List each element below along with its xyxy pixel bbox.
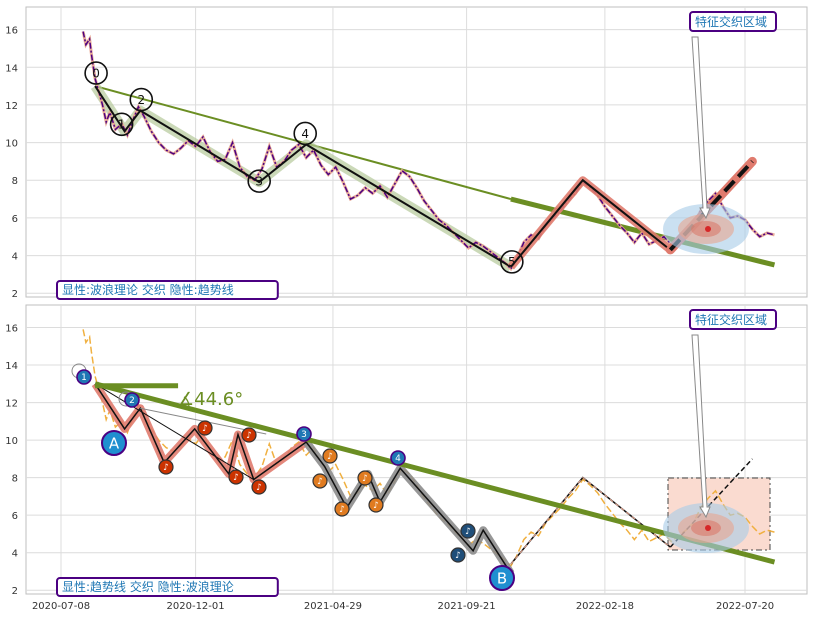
wave-marker-A-text: A — [109, 434, 120, 452]
x-tick-label: 2022-02-18 — [576, 601, 634, 612]
wave-label-4-text: 4 — [301, 127, 309, 141]
y-tick-label: 16 — [5, 26, 18, 37]
wave-line — [94, 85, 512, 268]
note-marker-2-circle — [228, 469, 244, 485]
note-marker-10-circle — [450, 547, 466, 563]
angle-label: ∡44.6° — [178, 389, 243, 410]
note-marker-9-circle — [368, 497, 384, 513]
wave-marker-B-text: B — [497, 569, 507, 587]
note-marker-7-text: ♪ — [339, 505, 345, 515]
note-marker-8-text: ♪ — [362, 474, 368, 484]
y-tick-label: 12 — [5, 101, 18, 112]
y-tick-label: 6 — [12, 511, 18, 522]
note-marker-10-text: ♪ — [455, 551, 461, 561]
wave-label-0-circle — [84, 61, 108, 85]
wave-marker-B-circle — [489, 565, 515, 591]
y-tick-label: 2 — [12, 289, 18, 300]
top-label-box-box — [56, 280, 279, 300]
note-marker-0-circle — [158, 459, 174, 475]
top-label-box: 显性:波浪理论 交织 隐性:趋势线 — [62, 282, 234, 297]
callout-box — [689, 309, 777, 330]
note-marker-1-circle — [197, 420, 213, 436]
x-tick-label: 2020-07-08 — [32, 601, 90, 612]
wave-marker-3-text: 3 — [301, 430, 307, 440]
main-trend-line — [94, 381, 776, 565]
wave-label-0-text: 0 — [92, 66, 100, 80]
wave-marker-4-circle — [390, 450, 406, 466]
wave-label-2-circle — [129, 87, 154, 112]
y-tick-label: 4 — [12, 252, 18, 263]
wave-label-3-circle — [247, 169, 271, 193]
note-marker-9-text: ♪ — [373, 501, 379, 511]
y-tick-label: 10 — [5, 436, 18, 447]
note-marker-0-text: ♪ — [163, 463, 169, 473]
x-tick-label: 2021-04-29 — [304, 601, 362, 612]
y-tick-label: 8 — [12, 176, 18, 187]
y-tick-label: 2 — [12, 586, 18, 597]
bottom-label-box: 显性:趋势线 交织 隐性:波浪理论 — [62, 579, 234, 594]
wave-marker-3-circle — [296, 426, 312, 442]
note-marker-7-circle — [334, 501, 350, 517]
note-marker-11-text: ♪ — [465, 527, 471, 537]
hotspot-center — [705, 525, 711, 531]
note-marker-6-text: ♪ — [317, 477, 323, 487]
wave-marker-1-circle — [76, 369, 92, 385]
callout-arrow — [691, 36, 711, 220]
note-marker-6-circle — [312, 473, 328, 489]
wave-extension-line — [510, 178, 671, 268]
y-tick-label: 12 — [5, 399, 18, 410]
y-tick-label: 6 — [12, 214, 18, 225]
x-tick-label: 2021-09-21 — [438, 601, 496, 612]
callout-text: 特征交织区域 — [695, 14, 767, 29]
y-tick-label: 4 — [12, 549, 18, 560]
note-marker-8-circle — [357, 470, 373, 486]
note-marker-5-text: ♪ — [327, 452, 333, 462]
price-line — [82, 31, 775, 271]
note-marker-3-circle — [241, 427, 257, 443]
y-tick-label: 8 — [12, 474, 18, 485]
note-marker-4-text: ♪ — [256, 483, 262, 493]
note-marker-2-text: ♪ — [233, 473, 239, 483]
y-tick-label: 16 — [5, 324, 18, 335]
callout-arrow — [691, 334, 711, 519]
note-marker-4-circle — [251, 479, 267, 495]
callout-text: 特征交织区域 — [695, 312, 767, 327]
wave-marker-4-text: 4 — [395, 454, 401, 464]
correction-line — [94, 383, 512, 574]
y-tick-label: 10 — [5, 139, 18, 150]
extension-dashes — [510, 476, 671, 565]
channel-line — [94, 383, 254, 480]
x-tick-label: 2022-07-20 — [716, 601, 774, 612]
wave-marker-1-text: 1 — [81, 373, 87, 383]
wave-label-1-circle — [109, 112, 134, 137]
wave-label-4-circle — [293, 121, 318, 146]
wave-label-5-text: 5 — [508, 255, 516, 269]
bottom-label-box-box — [56, 577, 279, 597]
wave-label-5-circle — [500, 250, 524, 274]
wave-marker-A-circle — [101, 430, 127, 456]
wave-label-2-text: 2 — [137, 93, 145, 107]
callout-box — [689, 11, 777, 32]
wave-label-3-text: 3 — [255, 174, 263, 188]
x-tick-label: 2020-12-01 — [167, 601, 225, 612]
note-marker-3-text: ♪ — [246, 431, 252, 441]
note-marker-5-circle — [322, 448, 338, 464]
note-marker-1-text: ♪ — [202, 424, 208, 434]
price-line-orange — [82, 329, 775, 568]
wave-label-1-text: 1 — [118, 118, 126, 132]
y-tick-label: 14 — [5, 361, 18, 372]
note-marker-11-circle — [460, 523, 476, 539]
hotspot-center — [705, 226, 711, 232]
wave-marker-2-circle — [124, 392, 140, 408]
plot-frame — [25, 6, 808, 298]
wave-marker-2-text: 2 — [129, 396, 135, 406]
y-tick-label: 14 — [5, 63, 18, 74]
